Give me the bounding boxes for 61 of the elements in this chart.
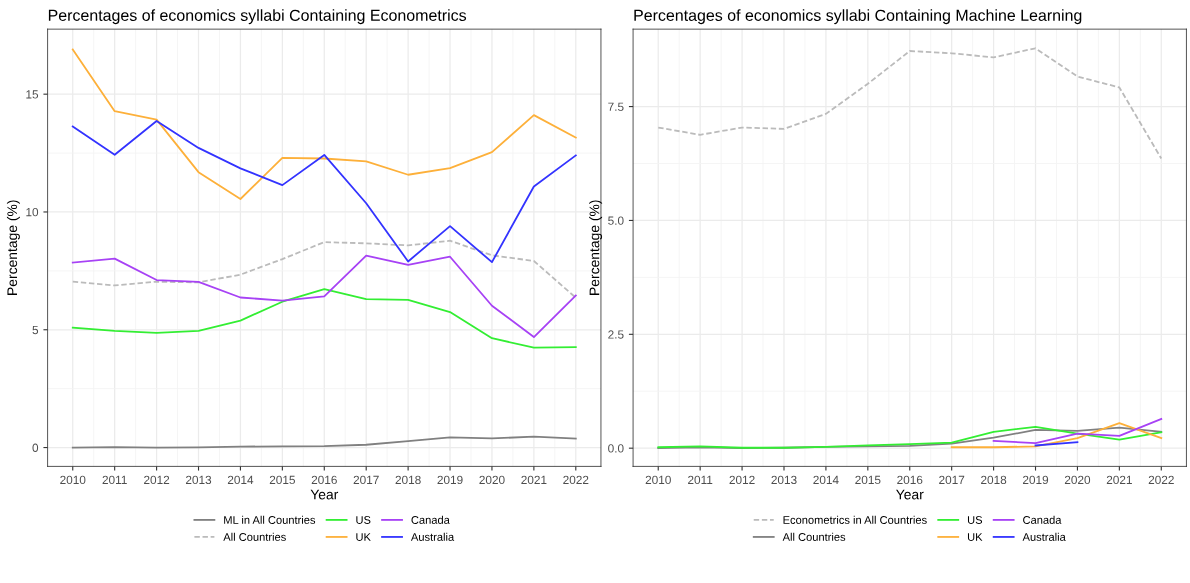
line-series [71, 435, 577, 449]
y-tick-label: 0.0 [608, 444, 624, 453]
x-tick-label: 2022 [1148, 475, 1174, 485]
line-series [71, 120, 577, 264]
line-series [657, 47, 1163, 160]
legend-label: Econometrics in All Countries [783, 515, 927, 524]
y-tick-label: 5 [32, 325, 39, 335]
y-tick-label: 10 [26, 208, 39, 217]
line-series [71, 254, 577, 338]
legend-label: All Countries [782, 532, 846, 541]
x-tick-label: 2014 [813, 475, 839, 485]
x-tick-label: 2017 [353, 475, 379, 485]
x-tick-label: 2018 [395, 475, 421, 485]
x-tick-label: 2018 [981, 475, 1007, 485]
legend-label: Australia [410, 532, 455, 541]
x-tick-label: 2021 [521, 475, 547, 485]
y-axis-title: Percentage (%) [6, 200, 20, 295]
x-tick-label: 2013 [771, 475, 797, 485]
x-tick-label: 2016 [897, 475, 923, 485]
x-tick-label: 2010 [645, 475, 671, 485]
legend-label: All Countries [223, 532, 286, 541]
x-tick-label: 2012 [729, 475, 755, 485]
line-series [992, 418, 1163, 445]
x-tick-label: 2020 [479, 475, 505, 485]
x-tick-label: 2011 [688, 475, 713, 485]
chart-title: Percentages of economics syllabi Containing Econometrics [48, 9, 467, 25]
x-tick-label: 2015 [855, 475, 881, 485]
x-tick-label: 2019 [1022, 475, 1049, 485]
y-tick-label: 7.5 [608, 102, 624, 111]
legend-label: Canada [411, 515, 450, 524]
y-tick-label: 0 [32, 443, 39, 452]
legend-label: Canada [1023, 515, 1062, 524]
x-tick-label: 2013 [185, 475, 212, 485]
chart-title: Percentages of economics syllabi Containing Machine Learning [634, 9, 1082, 25]
line-series [71, 239, 577, 299]
legend-label: UK [967, 533, 983, 541]
legend-label: US [967, 516, 983, 524]
x-tick-label: 2014 [227, 475, 254, 485]
line-series [71, 288, 577, 349]
y-axis-title: Percentage (%) [589, 200, 603, 295]
x-axis-title: Year [896, 489, 924, 500]
y-tick-label: 15 [26, 90, 39, 99]
x-tick-label: 2021 [1106, 475, 1132, 485]
x-tick-label: 2016 [311, 475, 337, 485]
x-tick-label: 2015 [269, 475, 295, 485]
y-tick-label: 2.5 [608, 330, 624, 339]
x-tick-label: 2010 [60, 475, 86, 485]
x-tick-label: 2022 [563, 475, 589, 485]
x-axis-title: Year [310, 489, 339, 500]
x-tick-label: 2012 [144, 475, 170, 485]
x-tick-label: 2019 [437, 475, 463, 485]
x-tick-label: 2011 [102, 475, 127, 485]
x-tick-label: 2017 [939, 475, 965, 485]
legend-label: ML in All Countries [224, 515, 316, 524]
legend-label: UK [356, 533, 371, 541]
y-tick-label: 5.0 [608, 216, 624, 225]
line-series [71, 48, 577, 200]
line-series [950, 422, 1163, 449]
legend-label: US [356, 516, 371, 524]
x-tick-label: 2020 [1064, 475, 1091, 485]
legend-label: Australia [1022, 532, 1066, 541]
